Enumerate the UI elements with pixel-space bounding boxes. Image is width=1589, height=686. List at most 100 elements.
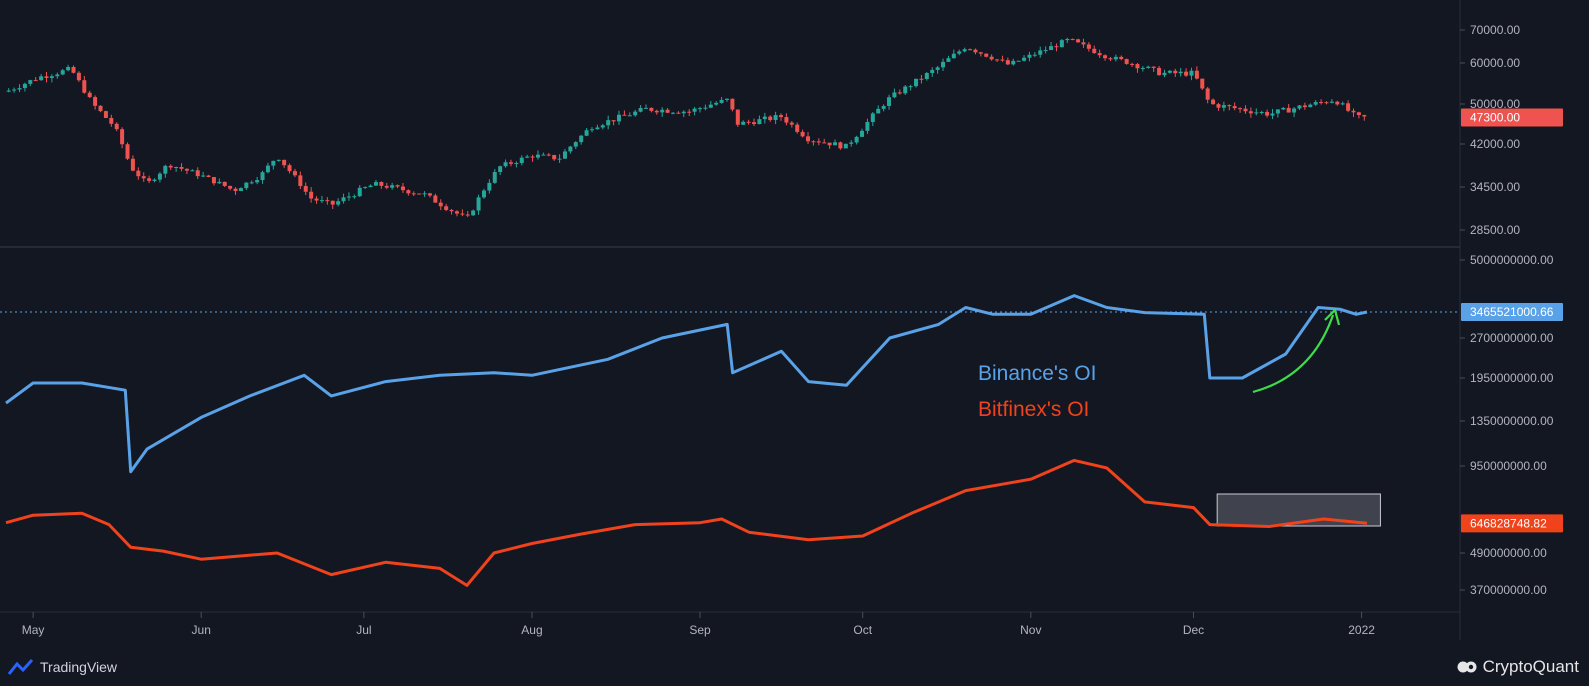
candle-body: [535, 154, 540, 158]
candle-body: [346, 196, 351, 198]
cryptoquant-branding: CryptoQuant: [1457, 655, 1579, 679]
price-axis-label: 70000.00: [1470, 23, 1520, 37]
candle-body: [282, 159, 287, 166]
candle-body: [1265, 111, 1270, 116]
candle-body: [1011, 60, 1016, 65]
candle-body: [568, 146, 573, 152]
candle-body: [827, 142, 832, 146]
candle-body: [141, 176, 146, 179]
candle-body: [1140, 67, 1145, 69]
candle-body: [854, 136, 859, 143]
candle-body: [76, 72, 81, 81]
candle-body: [1189, 70, 1194, 76]
candle-body: [1049, 46, 1054, 51]
candle-body: [887, 97, 892, 106]
candle-body: [228, 185, 233, 189]
candle-body: [487, 182, 492, 191]
candle-body: [217, 181, 222, 184]
candle-body: [784, 117, 789, 123]
candle-body: [611, 120, 616, 122]
oi-axis-label: 950000000.00: [1470, 459, 1547, 473]
candle-body: [298, 175, 303, 187]
price-axis: 70000.00 60000.00 50000.00 42000.00 34500.00…: [1460, 23, 1520, 237]
candle-body: [314, 198, 319, 201]
candle-body: [368, 185, 373, 188]
candle-body: [800, 131, 805, 137]
candle-body: [638, 107, 643, 112]
candle-body: [49, 76, 54, 78]
candle-body: [730, 98, 735, 110]
candle-body: [152, 179, 157, 181]
candle-body: [1151, 66, 1156, 68]
candle-body: [190, 170, 195, 172]
candle-body: [1086, 44, 1091, 49]
candle-body: [465, 214, 470, 216]
candle-body: [1335, 101, 1340, 105]
candle-body: [811, 141, 816, 143]
candle-body: [39, 76, 44, 81]
candle-body: [870, 113, 875, 122]
green-arrow: [1252, 314, 1335, 394]
candle-body: [417, 193, 422, 195]
candle-body: [789, 122, 794, 125]
candle-body: [1227, 105, 1232, 107]
candle-body: [1362, 115, 1367, 117]
candle-body: [681, 111, 686, 114]
candle-body: [1103, 55, 1108, 59]
candle-body: [130, 158, 135, 171]
candle-body: [1232, 106, 1237, 109]
candle-body: [962, 49, 967, 52]
candle-body: [546, 154, 551, 156]
time-axis-label: Jun: [192, 623, 211, 637]
candle-body: [211, 177, 216, 184]
candle-body: [633, 111, 638, 116]
candle-body: [822, 142, 827, 144]
candle-body: [660, 109, 665, 113]
candle-body: [865, 121, 870, 131]
candle-body: [838, 142, 843, 149]
candle-body: [471, 210, 476, 216]
cryptoquant-logo-icon: [1457, 661, 1477, 673]
candle-body: [498, 166, 503, 172]
candle-body: [120, 129, 125, 145]
price-axis-label: 50000.00: [1470, 97, 1520, 111]
candle-body: [438, 202, 443, 207]
candle-body: [714, 102, 719, 105]
candle-body: [752, 122, 757, 125]
candle-body: [508, 162, 513, 164]
candle-body: [1356, 112, 1361, 116]
candle-body: [530, 156, 535, 158]
candle-body: [698, 108, 703, 110]
candle-body: [422, 193, 427, 195]
candle-body: [978, 52, 983, 54]
green-arrow-head: [1324, 307, 1341, 326]
candle-body: [1329, 101, 1334, 103]
candle-body: [514, 163, 519, 165]
candle-body: [1043, 50, 1048, 52]
candle-body: [1238, 108, 1243, 110]
price-axis-label: 42000.00: [1470, 137, 1520, 151]
candle-body: [606, 120, 611, 126]
candle-body: [476, 197, 481, 211]
candle-body: [643, 107, 648, 109]
candle-body: [1032, 54, 1037, 56]
candle-body: [1157, 67, 1162, 76]
candle-body: [168, 165, 173, 168]
candle-body: [1113, 56, 1118, 60]
candle-body: [265, 165, 270, 173]
bitfinex-current-badge: 646828748.82: [1470, 516, 1547, 530]
bitfinex-current-badge-bg: [1461, 514, 1563, 533]
candle-body: [1248, 111, 1253, 114]
candle-body: [914, 78, 919, 87]
candle-body: [244, 182, 249, 189]
candle-body: [1038, 50, 1043, 55]
candle-body: [174, 167, 179, 169]
candle-body: [292, 171, 297, 176]
candle-body: [1092, 48, 1097, 54]
candle-body: [1194, 70, 1199, 79]
candle-body: [897, 92, 902, 94]
candle-body: [1319, 102, 1324, 104]
candle-body: [503, 162, 508, 167]
candle-body: [363, 187, 368, 189]
